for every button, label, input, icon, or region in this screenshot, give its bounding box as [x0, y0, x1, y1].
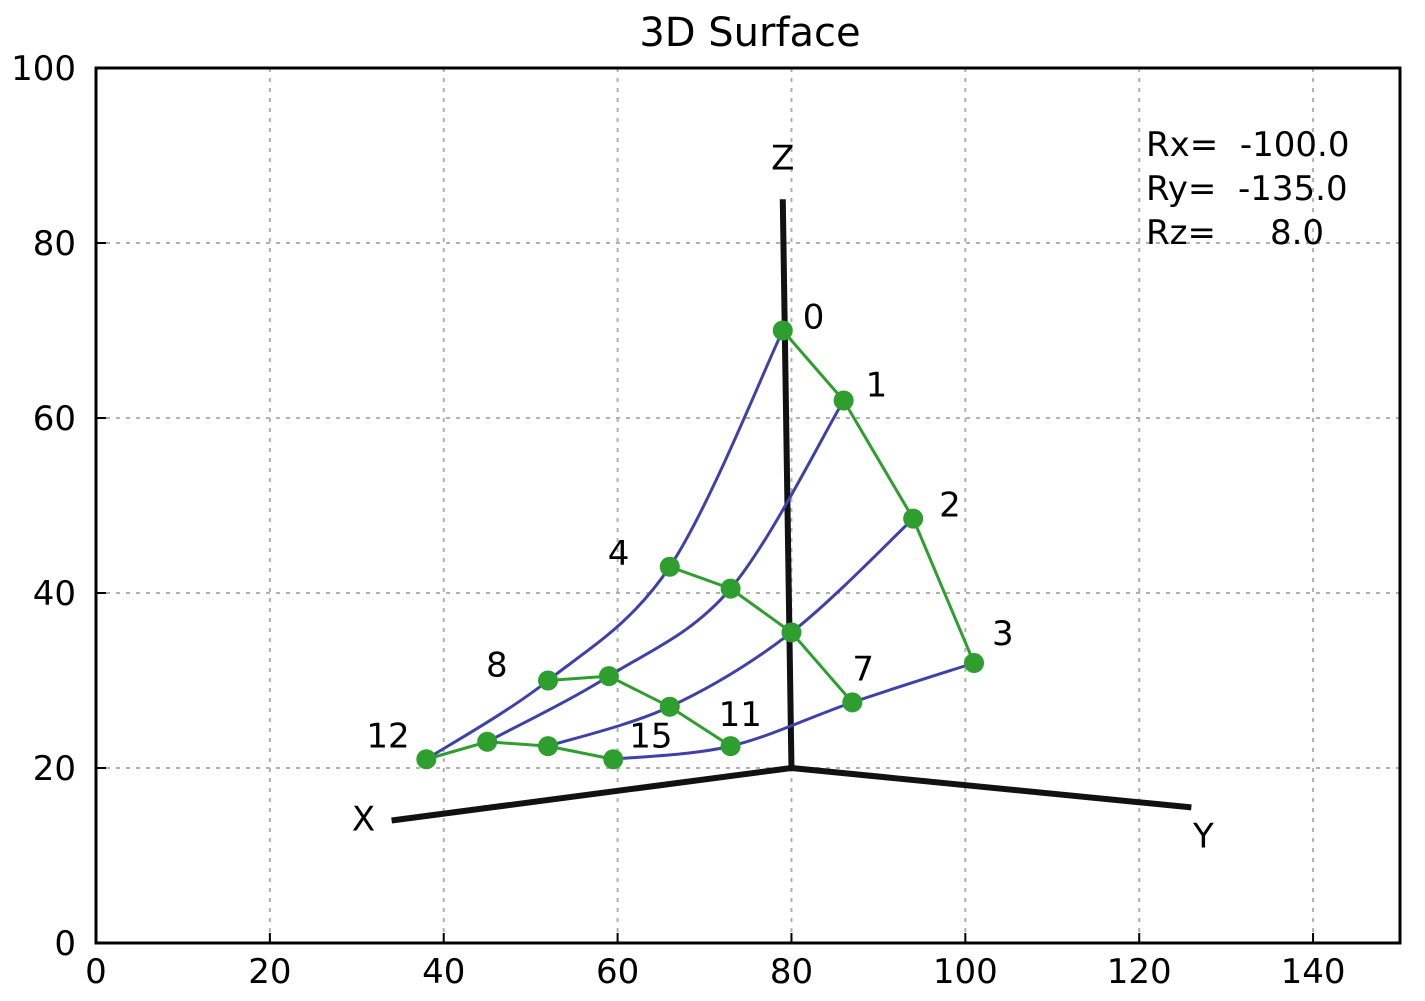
- data-point: [538, 736, 559, 757]
- x-tick-label: 0: [85, 952, 107, 992]
- data-point: [416, 749, 437, 770]
- y-tick-label: 100: [11, 49, 76, 89]
- point-label: 1: [866, 366, 888, 406]
- x-tick-label: 100: [933, 952, 998, 992]
- data-point: [772, 320, 793, 341]
- axis-3d-y-label: Y: [1192, 816, 1214, 856]
- data-point: [842, 692, 863, 713]
- blue-curve: [486, 399, 845, 744]
- y-tick-label: 0: [54, 924, 76, 964]
- rotation-line: Rx= -100.0: [1146, 125, 1349, 165]
- axis-3d-z-label: Z: [771, 138, 794, 178]
- data-point: [720, 578, 741, 599]
- point-label: 4: [608, 534, 630, 574]
- axis-3d-x-label: X: [352, 800, 375, 840]
- green-polyline: [547, 674, 732, 748]
- data-point: [538, 670, 559, 691]
- data-point: [477, 731, 498, 752]
- grid-lines: [96, 68, 1400, 943]
- blue-curve: [425, 329, 785, 761]
- axes-3d: X Y Z: [352, 138, 1214, 856]
- blue-curve: [613, 661, 975, 761]
- data-point: [659, 696, 680, 717]
- rotation-readout: Rx= -100.0Ry= -135.0Rz= 8.0: [1146, 125, 1349, 253]
- y-tick-label: 20: [33, 749, 76, 789]
- plot-frame: [94, 66, 1402, 945]
- x-tick-label: 120: [1107, 952, 1172, 992]
- point-label: 12: [366, 716, 409, 756]
- point-label: 2: [939, 486, 961, 526]
- axis-3d-z: [779, 199, 795, 769]
- data-point: [659, 556, 680, 577]
- data-point: [964, 653, 985, 673]
- green-polylines: [425, 329, 976, 761]
- data-points: [416, 320, 985, 770]
- chart-title: 3D Surface: [639, 10, 860, 56]
- y-tick-label: 80: [33, 224, 76, 264]
- point-label: 11: [719, 695, 762, 735]
- y-tick-label: 40: [33, 574, 76, 614]
- point-label: 8: [486, 646, 508, 686]
- x-tick-label: 140: [1281, 952, 1346, 992]
- y-tick-label: 60: [33, 399, 76, 439]
- data-point: [781, 622, 802, 643]
- point-label: 0: [803, 298, 825, 338]
- data-point: [833, 390, 854, 411]
- green-polyline: [425, 740, 614, 761]
- x-tick-label: 60: [596, 952, 639, 992]
- x-tick-label: 20: [248, 952, 291, 992]
- data-point: [603, 749, 624, 770]
- point-label: 15: [629, 716, 672, 756]
- x-tick-label: 40: [422, 952, 465, 992]
- data-point: [903, 508, 924, 529]
- data-point: [720, 736, 741, 757]
- data-point: [598, 666, 619, 687]
- blue-curve: [547, 517, 915, 748]
- rotation-line: Ry= -135.0: [1146, 169, 1348, 209]
- axis-3d-y: [791, 765, 1192, 811]
- axis-3d-x: [391, 765, 792, 824]
- blue-curves: [425, 329, 975, 761]
- rotation-line: Rz= 8.0: [1146, 213, 1324, 253]
- x-tick-label: 80: [770, 952, 813, 992]
- point-label: 3: [992, 614, 1014, 654]
- green-polyline: [669, 565, 854, 704]
- green-polyline: [781, 329, 976, 664]
- point-label: 7: [852, 649, 874, 689]
